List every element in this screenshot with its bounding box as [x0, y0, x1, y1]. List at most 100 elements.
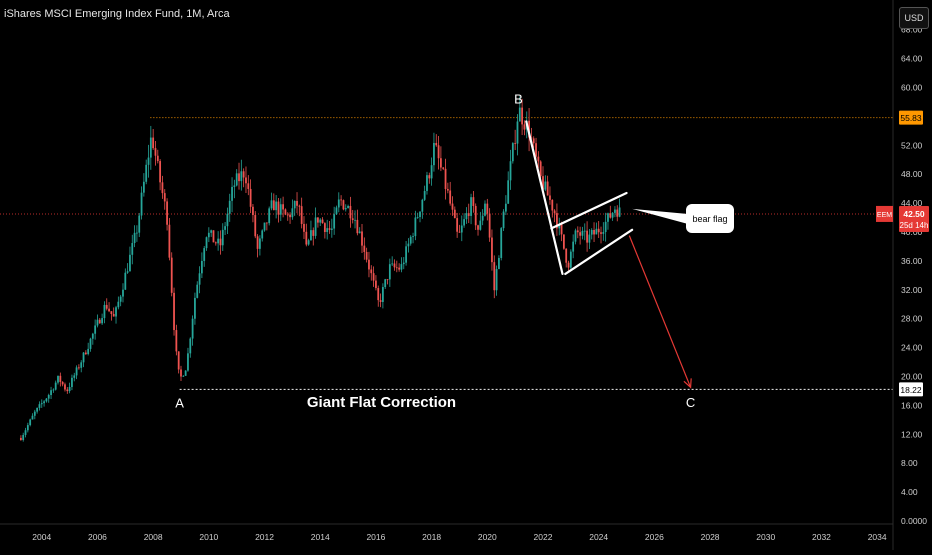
candle-body	[77, 367, 80, 369]
x-tick-label: 2012	[255, 532, 274, 542]
candle-body	[337, 199, 340, 208]
candle-body	[498, 257, 500, 270]
candle-body	[184, 370, 187, 376]
candle-body	[618, 207, 621, 217]
candle-body	[52, 389, 55, 391]
candle-body	[263, 222, 266, 231]
candle-body	[75, 367, 78, 376]
y-tick-label: 0.0000	[901, 516, 927, 526]
y-tick-label: 40.00	[901, 227, 923, 237]
candle-body	[110, 311, 113, 314]
candle-body	[377, 288, 380, 301]
candle-body	[277, 201, 280, 215]
x-tick-label: 2018	[422, 532, 441, 542]
candle-body	[270, 200, 273, 209]
candle-body	[36, 407, 39, 412]
candle-body	[198, 273, 201, 285]
candle-body	[268, 208, 271, 224]
candle-body	[80, 362, 83, 368]
candle-body	[26, 425, 29, 431]
candle-body	[31, 415, 34, 420]
candle-body	[453, 209, 456, 219]
candle-body	[384, 279, 387, 288]
x-tick-label: 2030	[756, 532, 775, 542]
candle-body	[428, 175, 431, 179]
chart-title: iShares MSCI Emerging Index Fund, 1M, Ar…	[4, 8, 230, 20]
candle-body	[414, 217, 417, 237]
candle-body	[544, 181, 547, 190]
candle-body	[124, 272, 127, 290]
candle-body	[574, 230, 577, 242]
candle-body	[446, 188, 449, 191]
x-tick-label: 2028	[701, 532, 720, 542]
candle-body	[112, 313, 115, 317]
y-tick-label: 20.00	[901, 372, 923, 382]
candle-body	[200, 260, 203, 274]
candle-body	[258, 238, 261, 249]
x-tick-label: 2034	[868, 532, 887, 542]
candle-body	[442, 167, 445, 169]
x-tick-label: 2016	[366, 532, 385, 542]
candle-body	[310, 230, 312, 241]
candle-body	[50, 390, 52, 396]
flag-lower-line	[564, 228, 634, 276]
candle-body	[203, 248, 206, 261]
candle-body	[437, 145, 440, 159]
candle-body	[219, 238, 222, 246]
candle-body	[611, 212, 614, 218]
x-tick-label: 2032	[812, 532, 831, 542]
candle-body	[303, 223, 305, 232]
bear-flag-label: bear flag	[692, 214, 727, 224]
candle-body	[361, 231, 363, 246]
candle-body	[509, 161, 512, 181]
candle-body	[231, 186, 233, 201]
candle-body	[567, 262, 570, 268]
candle-body	[180, 369, 182, 377]
candle-body	[254, 215, 257, 237]
candle-body	[175, 330, 178, 352]
candle-body	[265, 222, 268, 224]
candle-body	[600, 232, 602, 234]
candle-body	[502, 211, 505, 229]
point-label-a: A	[175, 396, 184, 411]
candle-body	[435, 142, 438, 146]
candle-body	[189, 338, 192, 354]
candle-body	[542, 176, 544, 190]
x-tick-label: 2004	[32, 532, 51, 542]
candle-body	[372, 273, 375, 281]
candle-body	[456, 218, 459, 232]
candle-body	[379, 300, 382, 302]
candle-body	[351, 218, 354, 220]
candle-body	[405, 246, 407, 263]
candle-body	[71, 377, 73, 387]
candle-body	[89, 338, 92, 349]
projection-arrow	[628, 235, 692, 388]
candle-body	[581, 230, 584, 236]
candle-body	[136, 232, 138, 234]
candle-body	[238, 173, 240, 182]
candle-body	[66, 389, 69, 392]
candle-body	[537, 156, 540, 162]
currency-button[interactable]: USD	[899, 7, 929, 29]
candle-body	[595, 228, 598, 235]
candle-body	[535, 143, 537, 157]
candle-body	[419, 211, 421, 217]
y-tick-label: 52.00	[901, 140, 923, 150]
y-tick-label: 60.00	[901, 83, 923, 93]
candle-body	[514, 143, 517, 144]
candle-body	[61, 381, 64, 385]
y-tick-label: 4.00	[901, 487, 918, 497]
candle-body	[365, 251, 368, 260]
candle-body	[305, 231, 308, 245]
candle-body	[101, 318, 104, 324]
candle-body	[347, 205, 349, 209]
candle-body	[569, 251, 572, 268]
candle-body	[217, 238, 220, 244]
x-tick-label: 2020	[478, 532, 497, 542]
candle-body	[187, 353, 189, 371]
candle-body	[511, 143, 514, 162]
candle-body	[488, 213, 491, 238]
